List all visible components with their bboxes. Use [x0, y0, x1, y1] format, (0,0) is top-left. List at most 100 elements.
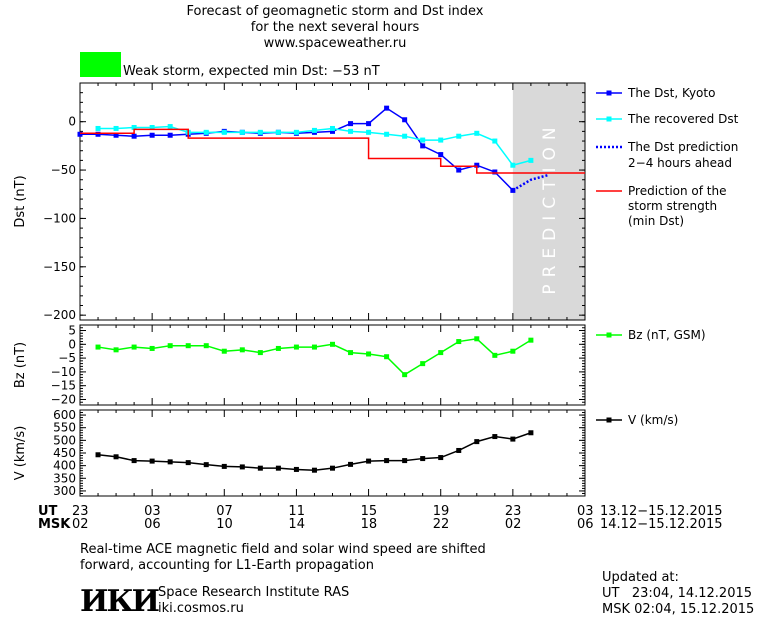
- storm-status-swatch: [80, 52, 121, 77]
- series-line: [80, 107, 514, 191]
- data-point: [438, 137, 444, 143]
- data-point: [492, 352, 498, 358]
- data-point: [330, 465, 335, 471]
- storm-status-text: Weak storm, expected min Dst: −53 nT: [123, 64, 380, 79]
- data-point: [366, 129, 372, 135]
- data-point: [456, 133, 462, 139]
- data-point: [420, 143, 426, 149]
- data-point: [113, 347, 119, 353]
- y-axis-label: Dst (nT): [13, 175, 28, 227]
- data-point: [492, 169, 498, 175]
- data-point: [528, 337, 534, 343]
- data-point: [275, 345, 281, 351]
- chart-title-line2: for the next several hours: [250, 20, 420, 35]
- data-point: [113, 125, 119, 131]
- footer-note-line1: Real-time ACE magnetic field and solar w…: [80, 542, 486, 557]
- y-tick-label: −15: [51, 379, 76, 393]
- legend-label: (min Dst): [628, 214, 684, 228]
- data-point: [149, 458, 155, 464]
- data-point: [221, 129, 227, 135]
- data-point: [492, 138, 498, 144]
- data-point: [185, 343, 191, 349]
- data-point: [131, 133, 137, 139]
- y-tick-label: −10: [51, 365, 76, 379]
- msk-axis-label: MSK: [38, 517, 71, 532]
- updated-ut: UT 23:04, 14.12.2015: [602, 586, 753, 601]
- data-point: [239, 347, 245, 353]
- ut-date-range: 13.12−15.12.2015: [600, 504, 723, 519]
- legend-label: The Dst prediction: [627, 140, 738, 154]
- data-point: [330, 128, 335, 134]
- data-point: [348, 461, 354, 467]
- data-point: [474, 162, 480, 168]
- data-point: [95, 344, 101, 350]
- data-point: [311, 127, 317, 133]
- data-point: [330, 341, 335, 347]
- y-tick-label: −5: [58, 351, 76, 365]
- ut-axis-label: UT: [38, 504, 58, 519]
- data-point: [438, 152, 444, 158]
- data-point: [456, 339, 462, 345]
- data-point: [348, 121, 354, 127]
- data-point: [167, 459, 173, 465]
- panel-frame: [79, 409, 586, 497]
- data-point: [203, 462, 209, 468]
- legend-v-marker: [606, 417, 612, 423]
- time-tick-label: 11: [288, 504, 305, 519]
- time-tick-label: 07: [216, 504, 233, 519]
- data-point: [528, 430, 534, 436]
- data-point: [275, 465, 281, 471]
- y-tick-label: 550: [53, 421, 76, 435]
- legend-label: The Dst, Kyoto: [627, 86, 715, 100]
- time-tick-label: 03: [144, 504, 161, 519]
- data-point: [149, 132, 155, 138]
- data-point: [257, 129, 263, 135]
- legend-label: The recovered Dst: [627, 112, 739, 126]
- data-point: [77, 131, 83, 137]
- data-point: [95, 125, 101, 131]
- footer-note-line2: forward, accounting for L1-Earth propaga…: [80, 558, 374, 573]
- data-point: [221, 348, 227, 354]
- series-line: [97, 337, 532, 376]
- chart-title-line1: Forecast of geomagnetic storm and Dst in…: [186, 4, 484, 19]
- data-point: [420, 361, 426, 367]
- data-point: [510, 162, 516, 168]
- data-point: [384, 105, 390, 111]
- data-point: [492, 434, 498, 440]
- data-point: [330, 125, 335, 131]
- data-point: [402, 133, 408, 139]
- time-tick-label: 06: [144, 517, 161, 532]
- legend-label: Prediction of the: [628, 184, 727, 198]
- msk-date-range: 14.12−15.12.2015: [600, 517, 723, 532]
- data-point: [203, 129, 209, 135]
- data-point: [384, 354, 390, 360]
- y-tick-label: −50: [51, 163, 76, 177]
- y-axis-label: Bz (nT): [13, 342, 28, 388]
- time-tick-label: 23: [72, 504, 89, 519]
- data-point: [113, 454, 119, 460]
- data-point: [348, 350, 354, 356]
- data-point: [474, 130, 480, 136]
- data-point: [420, 456, 426, 462]
- data-point: [257, 350, 263, 356]
- panel-frame: [79, 82, 586, 321]
- data-point: [131, 458, 137, 464]
- y-tick-label: 5: [68, 324, 76, 338]
- legend-label: 2−4 hours ahead: [628, 156, 732, 170]
- y-tick-label: 500: [53, 433, 76, 447]
- prediction-region: [512, 83, 585, 320]
- time-tick-label: 18: [360, 517, 378, 532]
- y-tick-label: 300: [53, 484, 76, 498]
- data-point: [131, 124, 137, 130]
- y-tick-label: 350: [53, 471, 76, 485]
- data-point: [239, 464, 245, 470]
- time-tick-label: 15: [360, 504, 378, 519]
- data-point: [438, 350, 444, 356]
- data-point: [438, 455, 444, 461]
- legend-label: V (km/s): [628, 413, 678, 427]
- y-tick-label: 0: [68, 115, 76, 129]
- data-point: [402, 117, 408, 123]
- y-tick-label: −100: [43, 211, 76, 225]
